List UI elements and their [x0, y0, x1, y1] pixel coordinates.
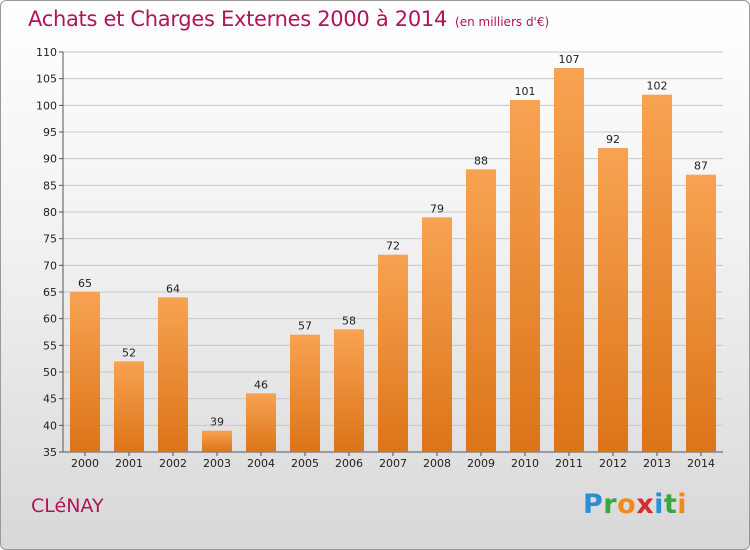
y-tick-label: 70 — [43, 259, 57, 272]
x-tick-label: 2005 — [291, 457, 319, 470]
bar-value-label: 52 — [122, 346, 136, 359]
bar — [642, 94, 672, 453]
y-tick-label: 55 — [43, 339, 57, 352]
chart-title-text: Achats et Charges Externes 2000 à 2014 — [28, 7, 448, 31]
x-tick-label: 2003 — [203, 457, 231, 470]
logo-letter: t — [663, 489, 678, 520]
x-tick-label: 2000 — [71, 457, 99, 470]
bar — [114, 361, 144, 452]
bar-value-label: 57 — [298, 320, 312, 333]
bar-value-label: 46 — [254, 378, 268, 391]
x-tick-label: 2006 — [335, 457, 363, 470]
bar — [466, 169, 496, 453]
bar-value-label: 79 — [430, 202, 444, 215]
bar-value-label: 58 — [342, 314, 356, 327]
x-tick-label: 2009 — [467, 457, 495, 470]
chart-unit-note: (en milliers d'€) — [455, 15, 550, 29]
bar-value-label: 102 — [647, 80, 668, 93]
y-tick-label: 65 — [43, 286, 57, 299]
chart-title: Achats et Charges Externes 2000 à 2014 (e… — [28, 7, 549, 31]
logo-letter: P — [583, 489, 604, 520]
bar-value-label: 101 — [515, 85, 536, 98]
bars — [70, 68, 716, 453]
bar — [378, 254, 408, 452]
commune-name: CLéNAY — [31, 495, 104, 517]
y-tick-label: 45 — [43, 393, 57, 406]
bar — [510, 100, 540, 452]
x-tick-label: 2004 — [247, 457, 275, 470]
bar-value-label: 65 — [78, 277, 92, 290]
bar — [422, 217, 452, 452]
y-tick-label: 35 — [43, 446, 57, 459]
bar — [290, 334, 320, 452]
y-tick-label: 110 — [36, 46, 57, 59]
logo-letter: r — [603, 489, 618, 520]
x-tick-label: 2014 — [687, 457, 715, 470]
x-tick-label: 2012 — [599, 457, 627, 470]
bar — [70, 292, 100, 452]
x-tick-label: 2007 — [379, 457, 407, 470]
y-tick-label: 40 — [43, 419, 57, 432]
bar-value-label: 72 — [386, 240, 400, 253]
proxiti-logo: Proxiti — [583, 489, 687, 520]
bar — [246, 393, 276, 452]
x-tick-label: 2008 — [423, 457, 451, 470]
y-tick-label: 105 — [36, 73, 57, 86]
x-tick-label: 2001 — [115, 457, 143, 470]
x-tick-label: 2013 — [643, 457, 671, 470]
bar — [598, 148, 628, 452]
y-tick-label: 85 — [43, 179, 57, 192]
bar-value-label: 107 — [559, 53, 580, 66]
y-tick-label: 90 — [43, 153, 57, 166]
x-tick-label: 2002 — [159, 457, 187, 470]
bar-value-label: 92 — [606, 133, 620, 146]
logo-letter: i — [677, 489, 688, 520]
bar — [686, 174, 716, 452]
y-tick-label: 80 — [43, 206, 57, 219]
bar-value-label: 64 — [166, 282, 180, 295]
y-tick-label: 60 — [43, 313, 57, 326]
x-tick-label: 2010 — [511, 457, 539, 470]
logo-letter: o — [617, 489, 637, 520]
y-tick-label: 75 — [43, 233, 57, 246]
bar-value-label: 87 — [694, 160, 708, 173]
x-tick-label: 2011 — [555, 457, 583, 470]
bar-value-label: 39 — [210, 416, 224, 429]
labels: 65 52 64 39 46 57 58 72 79 88 101 107 92 102 87 — [78, 53, 708, 429]
logo-letter: x — [636, 489, 655, 520]
bar — [158, 297, 188, 452]
y-tick-label: 50 — [43, 366, 57, 379]
bar — [554, 68, 584, 452]
bar — [202, 430, 232, 452]
bar-value-label: 88 — [474, 154, 488, 167]
bar — [334, 329, 364, 452]
y-tick-label: 95 — [43, 126, 57, 139]
y-tick-label: 100 — [36, 99, 57, 112]
logo-letter: i — [654, 489, 664, 520]
